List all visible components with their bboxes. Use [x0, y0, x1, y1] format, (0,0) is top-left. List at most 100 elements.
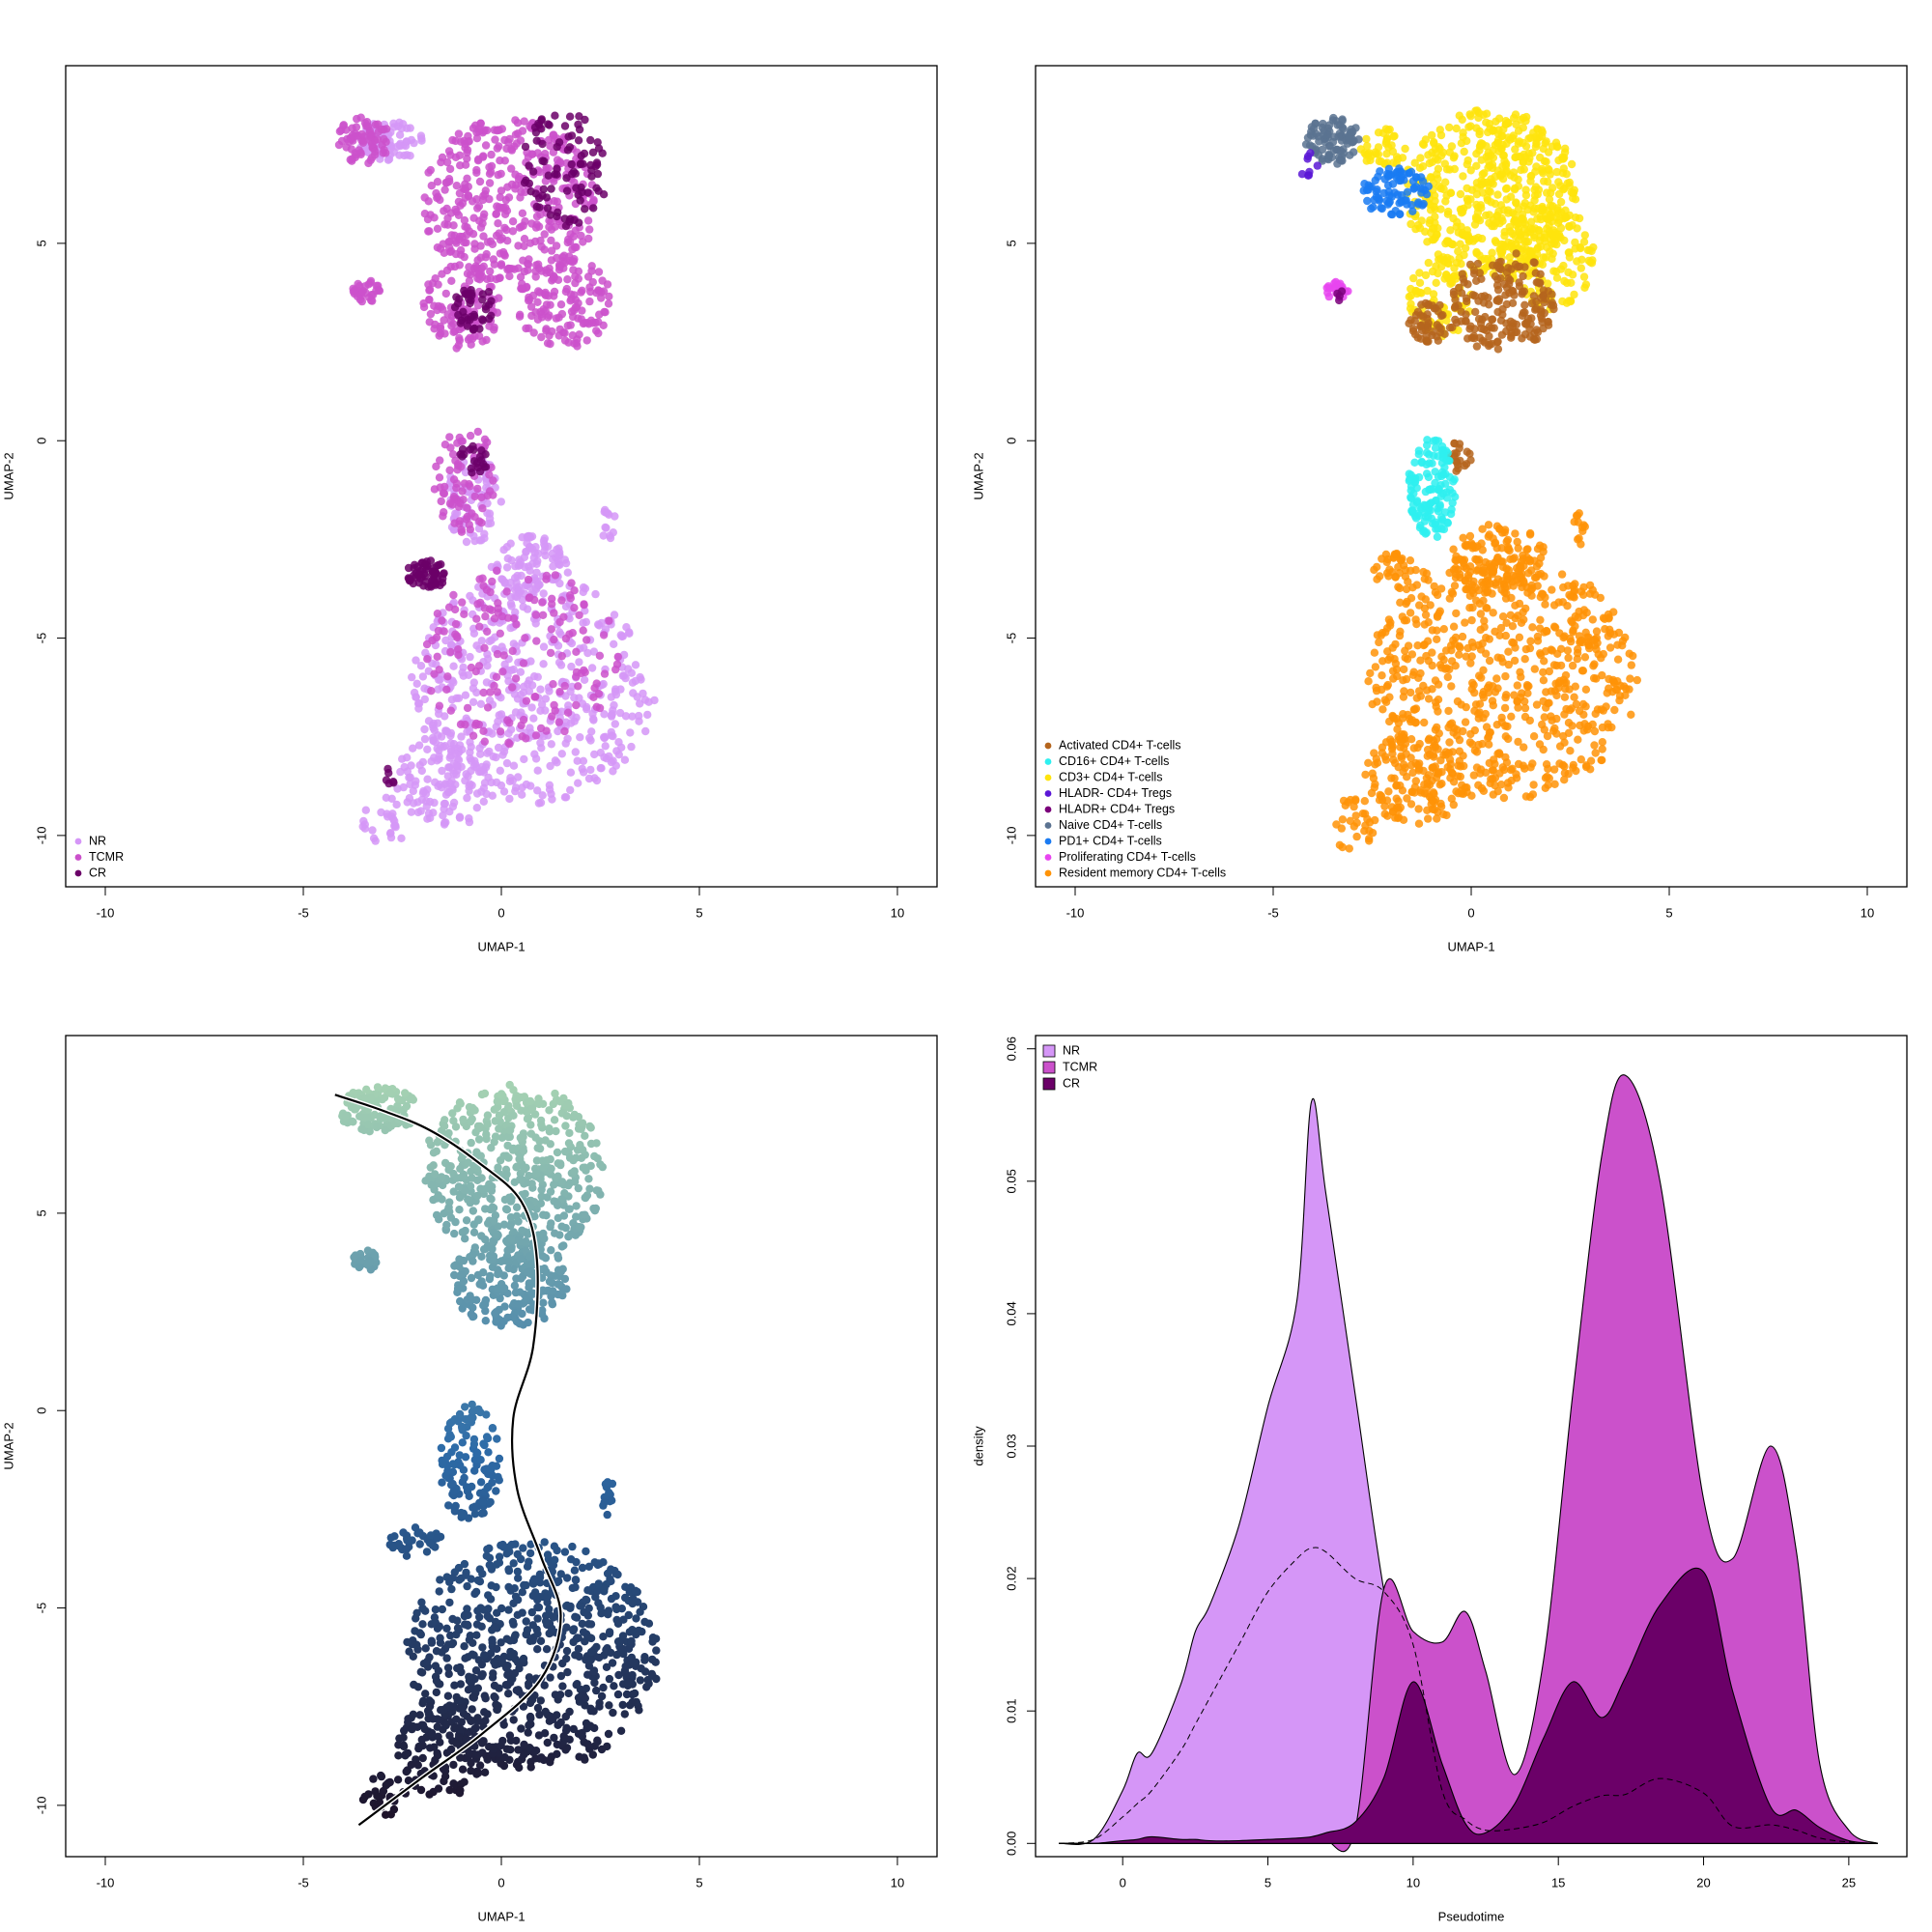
cell-point — [1565, 248, 1574, 257]
cell-point — [1429, 327, 1437, 336]
cell-point — [621, 712, 631, 721]
cell-point — [599, 190, 609, 199]
cell-point — [1483, 193, 1492, 202]
cell-point — [1399, 815, 1408, 824]
y-tick-label: 0 — [1004, 438, 1018, 444]
cell-point — [1604, 723, 1612, 732]
cell-point — [1479, 178, 1488, 186]
cell-point — [477, 493, 486, 502]
cell-point — [479, 232, 488, 241]
cell-point — [433, 610, 442, 618]
cell-point — [1419, 567, 1428, 577]
cell-point — [1394, 582, 1403, 591]
cell-point — [465, 480, 473, 489]
cell-point — [542, 300, 552, 309]
cell-point — [1442, 270, 1451, 279]
cell-point — [496, 156, 504, 165]
cell-point — [1416, 322, 1425, 331]
cell-point — [466, 748, 474, 756]
cell-point — [463, 503, 471, 512]
cell-point — [476, 699, 486, 708]
cell-point — [455, 151, 465, 159]
cell-point — [1625, 649, 1634, 658]
cell-point — [1587, 259, 1597, 268]
cell-point — [1403, 597, 1411, 607]
cell-point — [1534, 204, 1543, 213]
cell-point — [536, 706, 545, 715]
cell-point — [1445, 324, 1455, 332]
cell-point — [447, 276, 456, 285]
cell-point — [603, 280, 612, 289]
cell-point — [626, 728, 635, 737]
y-tick-label: -10 — [34, 826, 48, 844]
cell-point — [551, 1229, 559, 1237]
cell-point — [358, 287, 367, 296]
cell-point — [547, 740, 555, 749]
cell-point — [1521, 644, 1531, 654]
cell-point — [485, 470, 494, 479]
cell-point — [346, 156, 355, 164]
cell-point — [418, 672, 428, 681]
cell-point — [1552, 273, 1562, 282]
cell-point — [439, 811, 447, 820]
cell-point — [561, 1122, 570, 1130]
point-layer — [334, 111, 659, 845]
cell-point — [409, 744, 417, 753]
cell-point — [460, 450, 469, 459]
cell-point — [1457, 209, 1466, 217]
cell-point — [1502, 168, 1511, 177]
cell-point — [508, 227, 518, 236]
cell-point — [473, 1176, 482, 1185]
cell-point — [1444, 749, 1454, 757]
cell-point — [1339, 149, 1349, 157]
cell-point — [474, 202, 484, 211]
cell-point — [1444, 706, 1453, 716]
cell-point — [496, 193, 504, 202]
cell-point — [1580, 231, 1590, 240]
cell-point — [1542, 137, 1550, 146]
cell-point — [1548, 301, 1558, 310]
cell-point — [442, 178, 451, 187]
cell-point — [1384, 787, 1393, 796]
cell-point — [1525, 555, 1534, 564]
cell-point — [1409, 705, 1419, 714]
cell-point — [1554, 178, 1563, 186]
legend-label: CR — [89, 866, 106, 879]
cell-point — [510, 265, 519, 273]
cell-point — [1579, 710, 1588, 719]
cell-point — [1475, 699, 1485, 708]
cell-point — [523, 533, 532, 542]
cell-point — [1472, 748, 1482, 756]
cell-point — [1414, 819, 1424, 828]
cell-point — [458, 598, 467, 607]
cell-point — [607, 711, 616, 720]
cell-point — [1465, 531, 1475, 541]
cell-point — [423, 214, 433, 224]
cell-point — [430, 669, 439, 678]
cell-point — [586, 135, 595, 145]
cell-point — [422, 562, 432, 571]
cell-point — [430, 213, 439, 222]
x-tick-label: -5 — [1267, 905, 1279, 920]
cell-point — [1504, 242, 1514, 251]
cell-point — [515, 312, 525, 321]
legend-label: HLADR- CD4+ Tregs — [1059, 786, 1172, 800]
cell-point — [589, 647, 599, 656]
cell-point — [1535, 624, 1545, 633]
cell-point — [1455, 650, 1463, 659]
cell-point — [440, 508, 448, 517]
cell-point — [483, 498, 492, 508]
cell-point — [1557, 570, 1567, 579]
cell-point — [1447, 794, 1457, 803]
cell-point — [511, 170, 520, 179]
cell-point — [420, 724, 429, 734]
cell-point — [1382, 150, 1391, 158]
cell-point — [574, 779, 582, 787]
cell-point — [1407, 506, 1416, 515]
cell-point — [506, 539, 515, 548]
cell-point — [505, 134, 514, 144]
cell-point — [1434, 336, 1443, 345]
cell-point — [625, 628, 634, 637]
cell-point — [554, 641, 563, 650]
cell-point — [431, 274, 440, 283]
